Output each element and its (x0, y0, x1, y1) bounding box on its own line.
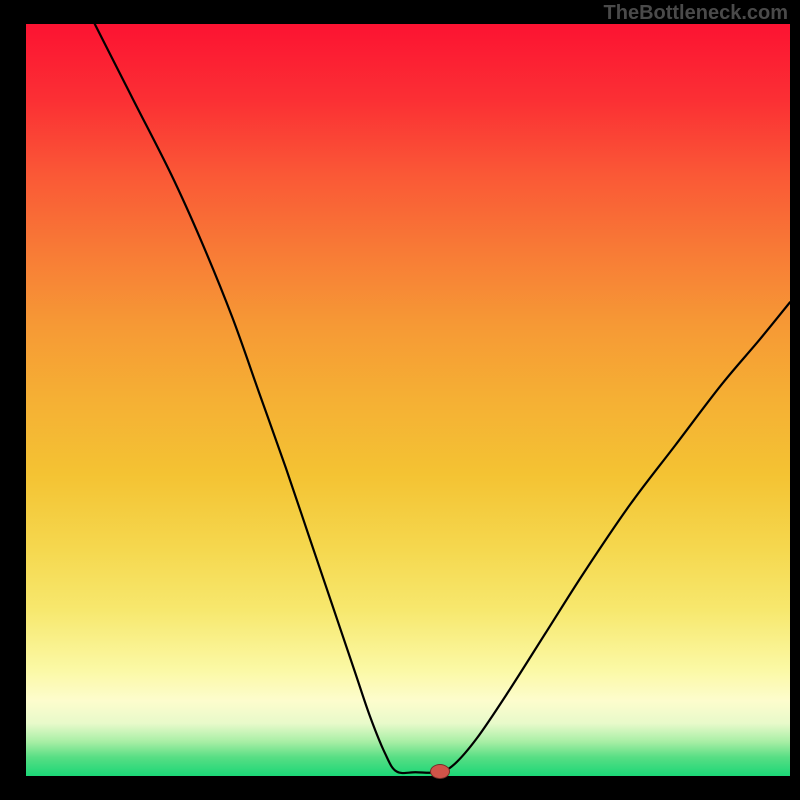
background-gradient (26, 24, 790, 776)
watermark-text: TheBottleneck.com (604, 2, 788, 25)
plot-area (26, 24, 790, 776)
chart-frame: TheBottleneck.com (0, 0, 800, 800)
minimum-marker (430, 764, 450, 779)
